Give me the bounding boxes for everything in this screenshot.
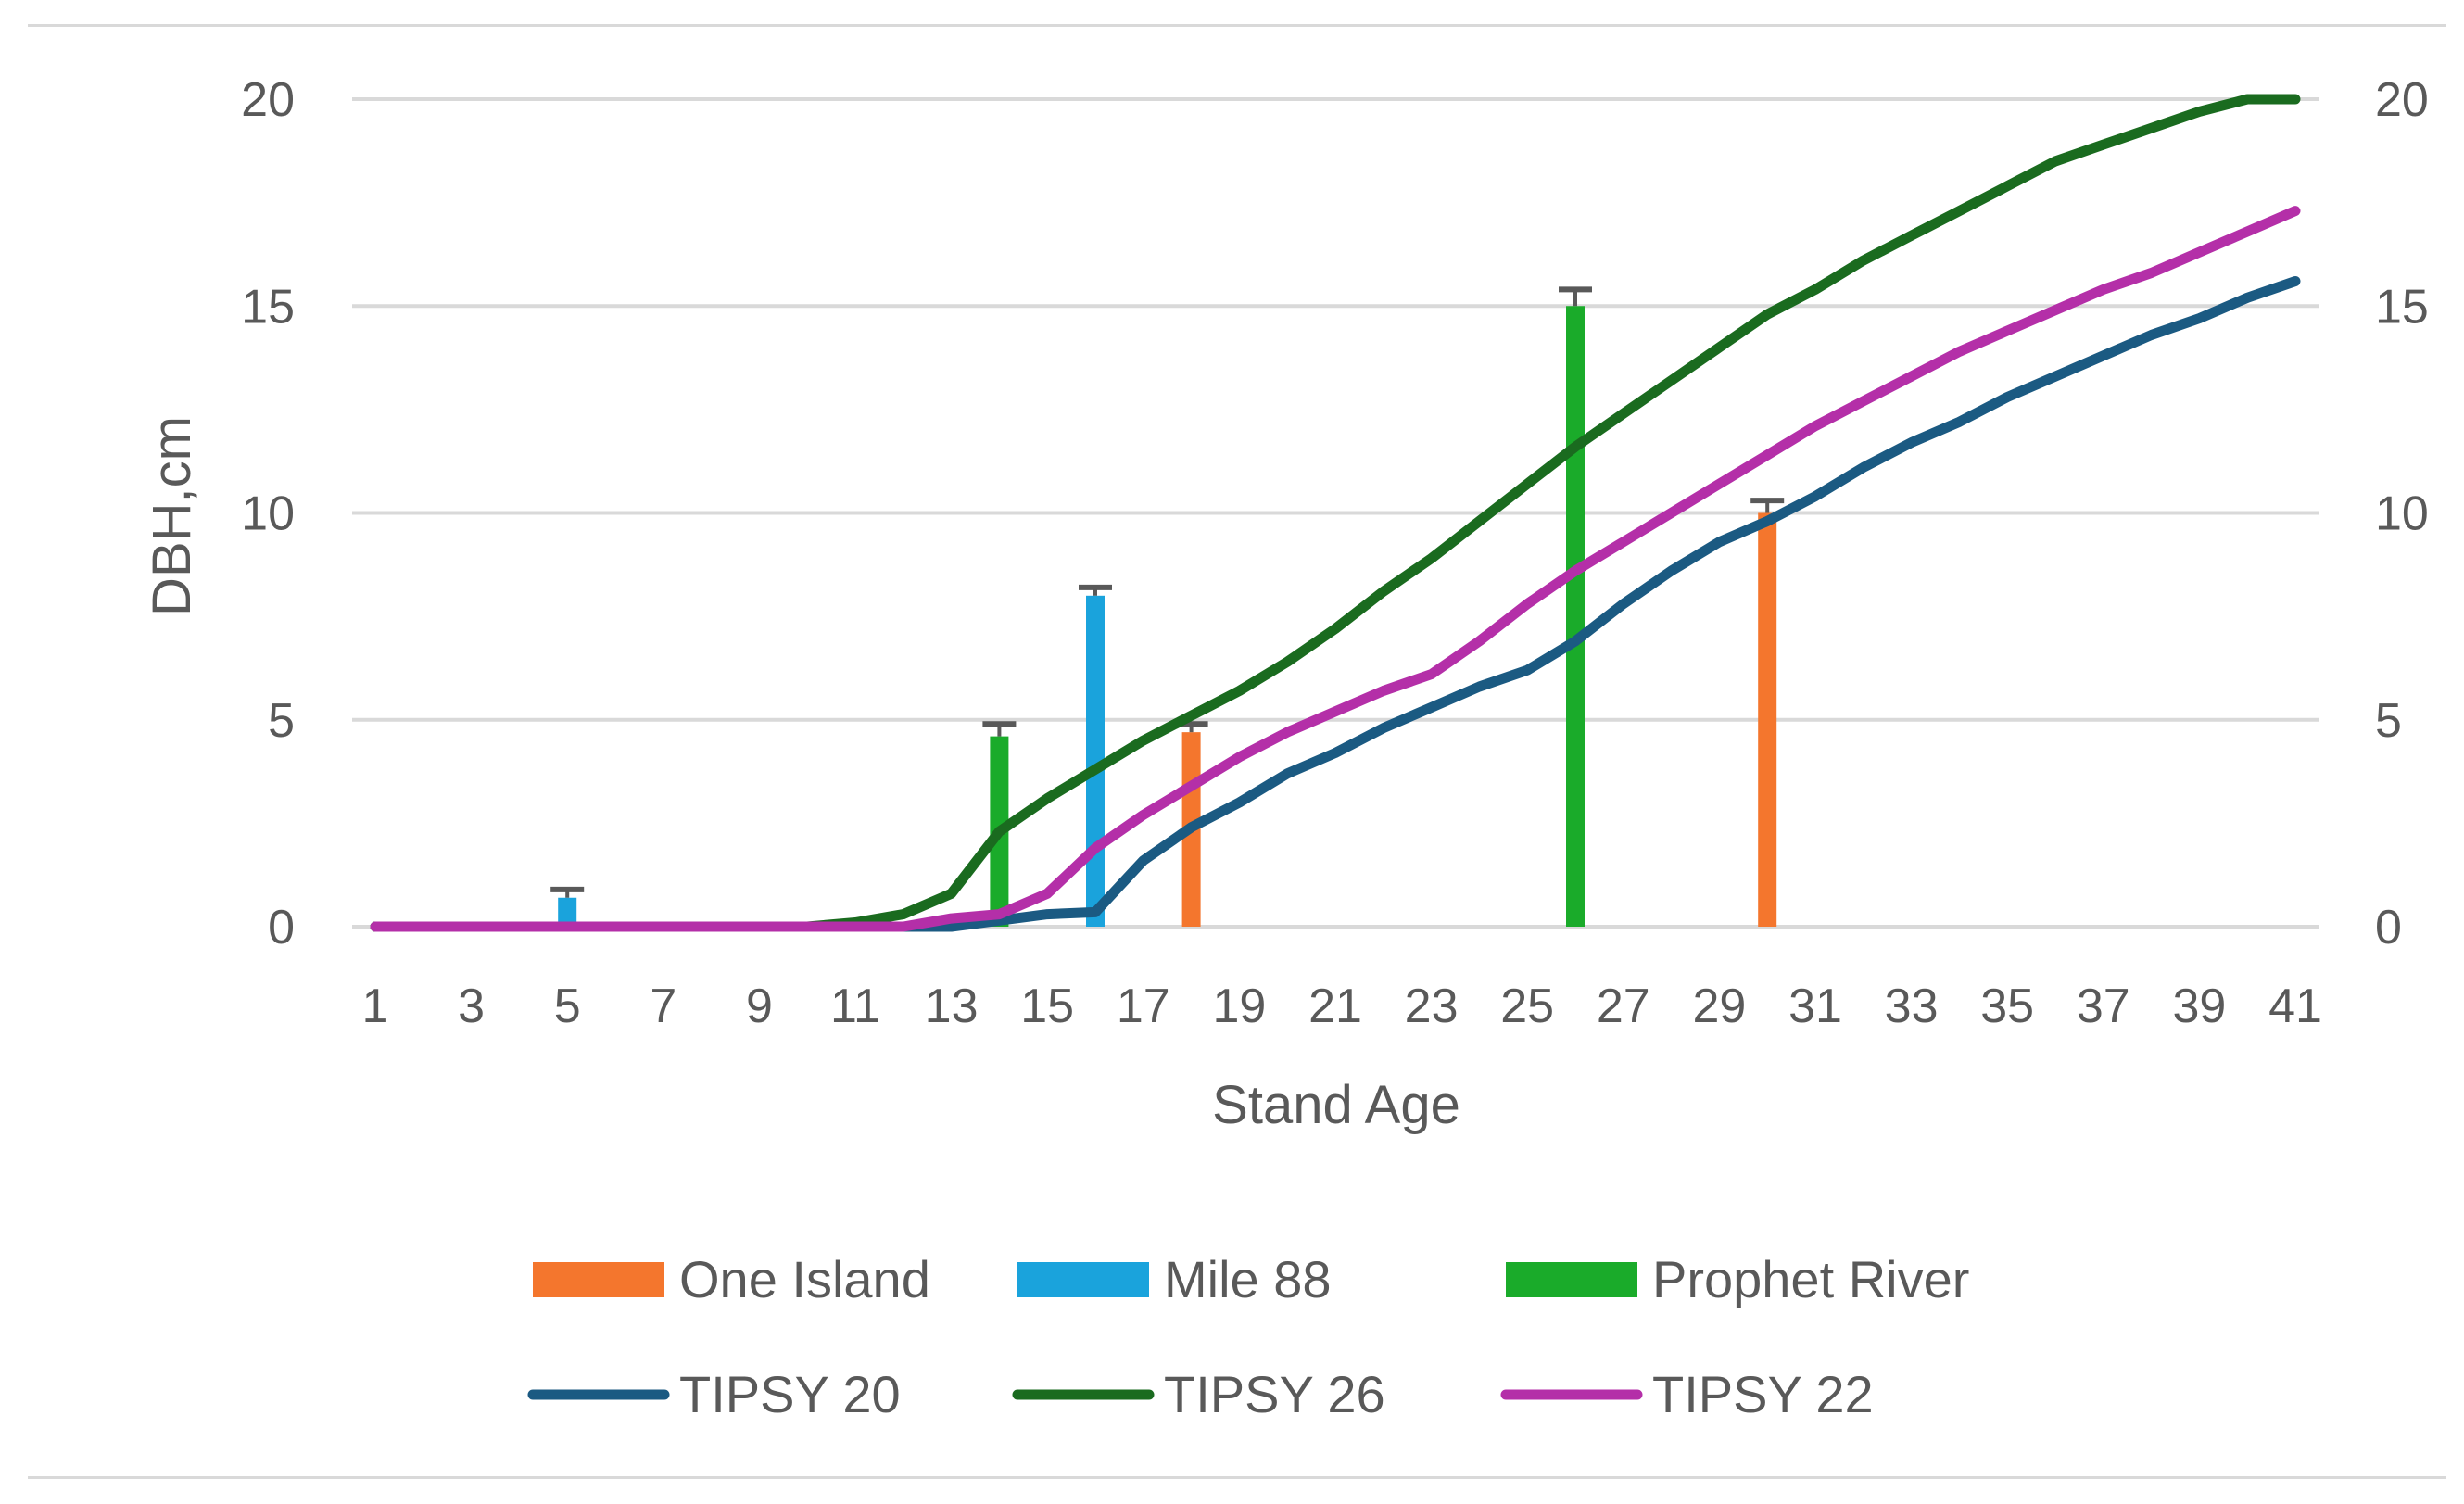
bar-one-island xyxy=(1758,512,1777,927)
x-axis-ticks: 1 3 5 7 9 11 13 15 17 19 21 23 25 27 29 31 33 35 37 39 41 xyxy=(362,979,2322,1033)
secondary-y-tick-label: 0 xyxy=(2375,901,2402,954)
line-tipsy-22 xyxy=(370,206,2301,932)
x-tick-label: 1 xyxy=(362,979,389,1033)
x-tick-label: 13 xyxy=(925,979,979,1033)
secondary-y-axis-ticks: 0 5 10 15 20 xyxy=(2375,73,2429,954)
legend-swatch xyxy=(533,1262,664,1297)
legend-label: One Island xyxy=(679,1250,930,1308)
y-tick-label: 5 xyxy=(268,694,295,748)
x-tick-label: 21 xyxy=(1308,979,1362,1033)
x-tick-label: 19 xyxy=(1212,979,1266,1033)
legend-label: TIPSY 20 xyxy=(679,1365,901,1423)
y-tick-label: 10 xyxy=(241,487,295,541)
x-tick-label: 3 xyxy=(458,979,485,1033)
legend: One Island Mile 88 Prophet River TIPSY 20 TI… xyxy=(527,1250,1969,1423)
x-tick-label: 25 xyxy=(1500,979,1554,1033)
bar-mile-88 xyxy=(558,897,577,927)
secondary-y-tick-label: 5 xyxy=(2375,694,2402,748)
x-axis-title: Stand Age xyxy=(1212,1075,1460,1135)
legend-label: Mile 88 xyxy=(1164,1250,1332,1308)
y-axis-ticks: 0 5 10 15 20 xyxy=(241,73,295,954)
secondary-y-tick-label: 15 xyxy=(2375,280,2429,334)
x-tick-label: 31 xyxy=(1788,979,1842,1033)
x-tick-label: 17 xyxy=(1117,979,1170,1033)
x-tick-label: 27 xyxy=(1597,979,1650,1033)
x-tick-label: 9 xyxy=(746,979,773,1033)
legend-label: TIPSY 26 xyxy=(1164,1365,1385,1423)
legend-swatch xyxy=(1017,1262,1149,1297)
line-tipsy-20 xyxy=(370,276,2301,932)
legend-label: TIPSY 22 xyxy=(1652,1365,1874,1423)
x-tick-label: 35 xyxy=(1980,979,2034,1033)
bar-prophet-river xyxy=(1566,306,1585,927)
x-tick-label: 23 xyxy=(1405,979,1459,1033)
legend-label: Prophet River xyxy=(1652,1250,1969,1308)
gridlines xyxy=(352,97,2319,929)
x-tick-label: 37 xyxy=(2077,979,2130,1033)
y-tick-label: 0 xyxy=(268,901,295,954)
x-tick-label: 41 xyxy=(2268,979,2322,1033)
y-tick-label: 20 xyxy=(241,73,295,127)
x-tick-label: 7 xyxy=(650,979,676,1033)
legend-swatch xyxy=(1506,1262,1637,1297)
x-tick-label: 15 xyxy=(1020,979,1074,1033)
top-border xyxy=(28,24,2446,27)
secondary-y-tick-label: 20 xyxy=(2375,73,2429,127)
x-tick-label: 29 xyxy=(1692,979,1746,1033)
bar-series xyxy=(550,286,1785,927)
x-tick-label: 5 xyxy=(554,979,581,1033)
x-tick-label: 33 xyxy=(1885,979,1939,1033)
secondary-y-tick-label: 10 xyxy=(2375,487,2429,541)
x-tick-label: 11 xyxy=(830,979,880,1033)
y-tick-label: 15 xyxy=(241,280,295,334)
x-tick-label: 39 xyxy=(2172,979,2226,1033)
y-axis-title: DBH,cm xyxy=(142,416,202,616)
line-series xyxy=(370,94,2301,932)
bottom-border xyxy=(28,1476,2446,1479)
